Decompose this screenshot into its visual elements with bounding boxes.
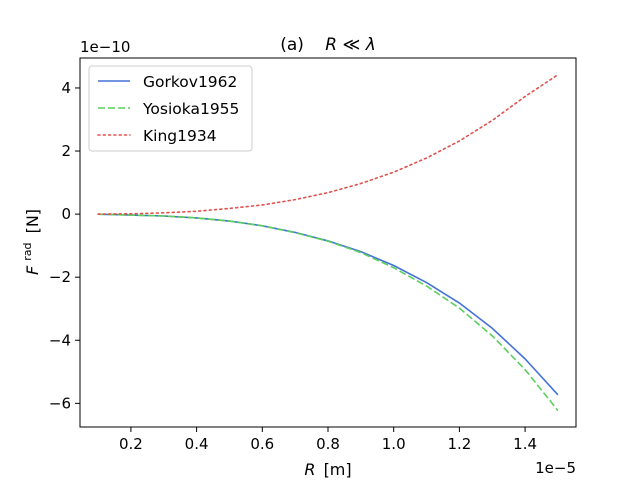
axis-ticks: 0.2 0.4 0.6 0.8 1.0 1.2 1.4 −6 −4 −2 0 2 4 [49, 79, 537, 453]
legend-label-king1934: King1934 [143, 127, 217, 145]
axes-frame [79, 57, 577, 428]
y-axis-label-symbol: F [23, 265, 42, 275]
legend-box [88, 65, 253, 152]
y-tick-label: −6 [49, 394, 71, 412]
chart-title: (a) R ≪ λ [280, 35, 376, 55]
series-line-king1934 [97, 73, 559, 215]
x-axis-label: R [m] [304, 460, 351, 479]
x-tick-label: 1.2 [447, 435, 471, 453]
y-tick-label: −4 [49, 331, 71, 349]
plot-lines [97, 73, 559, 412]
x-tick-label: 1.4 [513, 435, 537, 453]
y-axis-label: F rad [N] [16, 209, 42, 275]
chart-title-relation: R ≪ λ [325, 35, 375, 55]
chart-title-label: (a) [280, 35, 304, 55]
x-tick-label: 0.2 [119, 435, 143, 453]
x-offset-text: 1e−5 [535, 459, 576, 477]
x-tick-label: 0.4 [185, 435, 209, 453]
y-tick-label: 2 [61, 142, 71, 160]
x-axis-label-symbol: R [304, 460, 315, 479]
x-tick-label: 0.6 [250, 435, 274, 453]
series-line-yosioka1955 [98, 213, 559, 412]
y-axis-label-superscript: rad [21, 243, 34, 261]
x-tick-label: 0.8 [316, 435, 340, 453]
legend-label-gorkov1962: Gorkov1962 [143, 73, 237, 91]
y-offset-text: 1e−10 [80, 38, 130, 56]
y-axis-label-unit: [N] [23, 209, 42, 233]
y-tick-label: 0 [61, 205, 71, 223]
x-axis-label-unit: [m] [324, 460, 352, 479]
y-tick-label: −2 [49, 268, 71, 286]
x-tick-label: 1.0 [382, 435, 406, 453]
legend-label-yosioka1955: Yosioka1955 [142, 100, 239, 118]
y-tick-label: 4 [61, 79, 71, 97]
legend: Gorkov1962 Yosioka1955 King1934 [88, 65, 253, 152]
